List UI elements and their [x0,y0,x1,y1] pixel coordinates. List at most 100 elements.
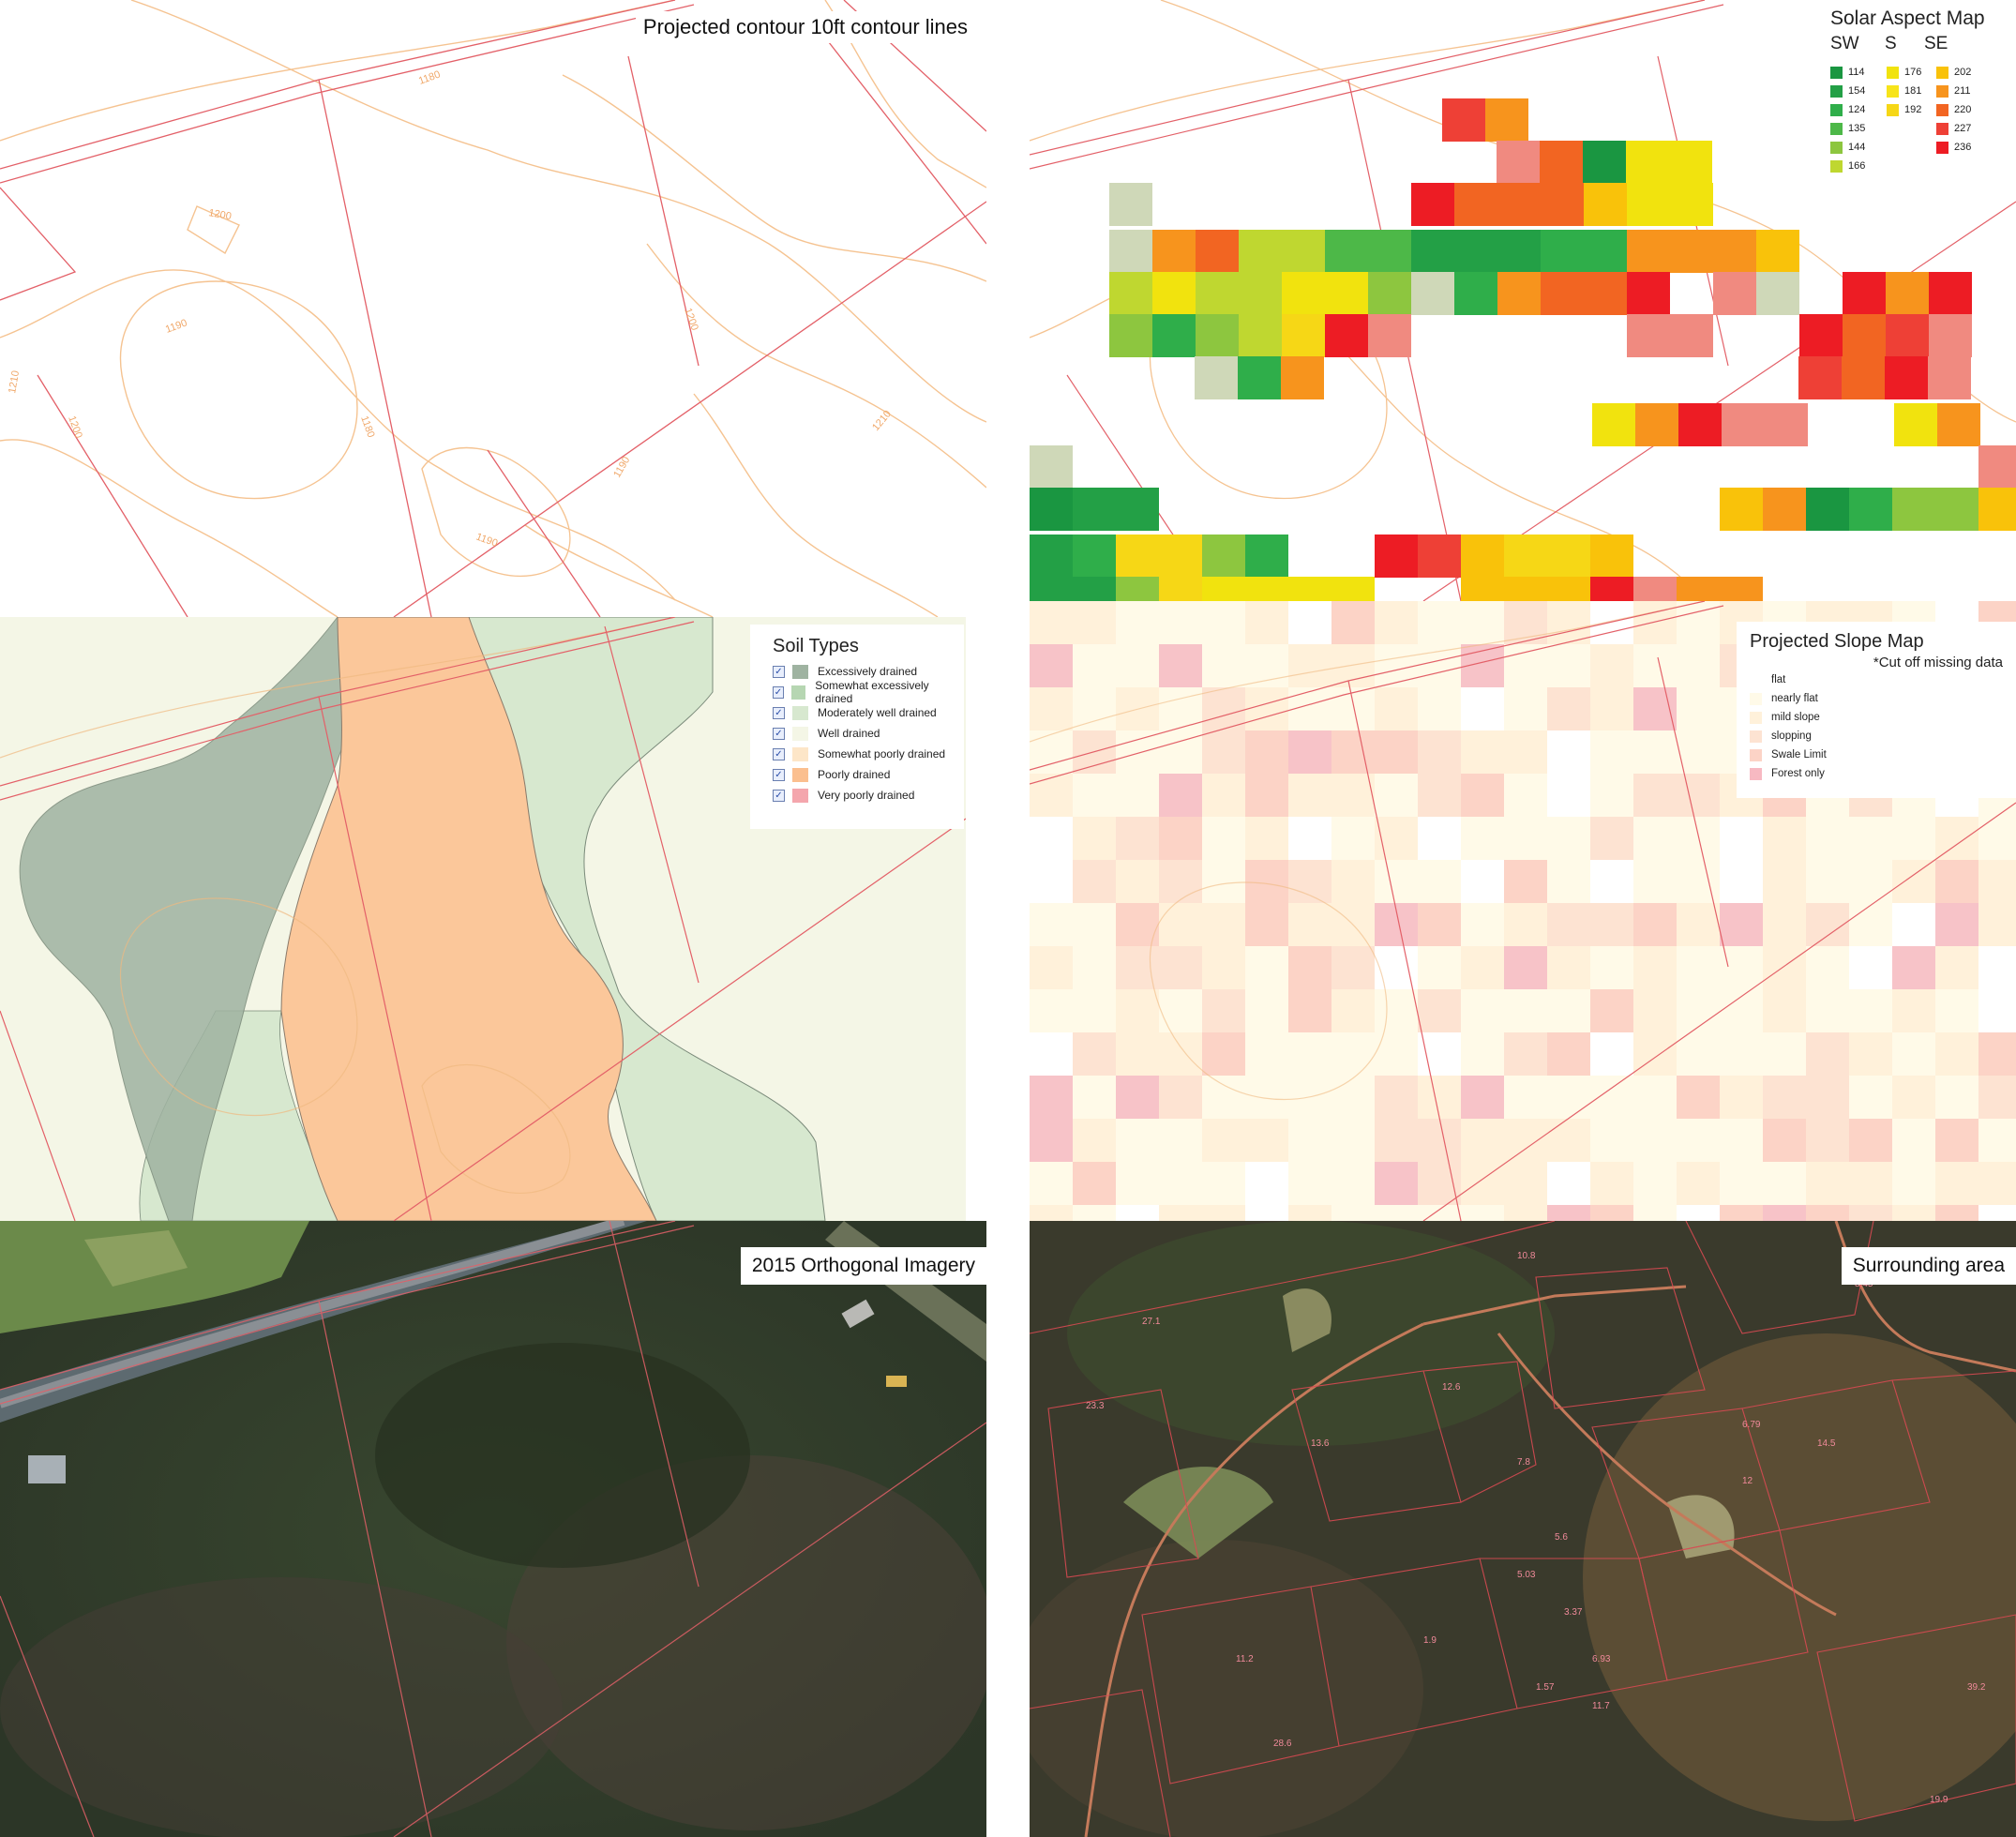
aspect-cell [1368,272,1411,315]
slope-cell [1461,1205,1504,1221]
slope-cell [1978,1076,2016,1119]
slope-cell [1116,1032,1159,1076]
aspect-cell [1806,488,1849,531]
checkbox[interactable]: ✓ [773,727,785,740]
slope-cell [1935,1119,1978,1162]
soil-legend-item: ✓ Well drained [773,723,955,744]
slope-cell [1245,1205,1288,1221]
slope-cell [1590,1032,1633,1076]
slope-cell [1202,687,1245,730]
slope-cell [1245,774,1288,817]
parcel-area-label: 28.6 [1273,1739,1292,1749]
slope-cell [1375,687,1418,730]
aspect-cell [1627,230,1670,273]
aspect-value: 181 [1904,85,1922,97]
parcel-area-label: 6.79 [1742,1420,1761,1430]
surrounding-panel: 27.1 13.6 12.6 7.8 6.79 12 5.6 5.03 1.9 3.37 6.93 1… [1030,1221,2016,1837]
aspect-value: 176 [1904,67,1922,78]
aspect-cell [1411,230,1454,273]
parcel-area-label: 27.1 [1142,1317,1161,1327]
slope-cell [1720,1162,1763,1205]
surrounding-parcel-lines [1030,1221,2016,1837]
slope-cell [1288,1032,1331,1076]
slope-cell [1245,1076,1288,1119]
slope-cell [1159,1162,1202,1205]
soil-zone-poorly [280,617,657,1221]
checkbox[interactable]: ✓ [773,789,785,802]
soil-swatch [792,746,808,761]
slope-cell [1806,1076,1849,1119]
soil-swatch [792,767,808,782]
aspect-legend-item: 236 [1936,138,1971,157]
aspect-legend-item: 154 [1830,82,1865,100]
checkbox[interactable]: ✓ [773,685,784,699]
slope-cell [1547,1119,1590,1162]
slope-cell [1116,1205,1159,1221]
aspect-legend-item: 176 [1887,63,1921,82]
slope-cell [1590,644,1633,687]
aspect-legend-item: 166 [1830,157,1865,175]
slope-cell [1331,1032,1375,1076]
soil-parcel-lines [0,617,966,1221]
slope-cell [1030,1205,1073,1221]
slope-cell [1849,946,1892,989]
slope-cell [1331,1076,1375,1119]
slope-cell [1202,1076,1245,1119]
checkbox[interactable]: ✓ [773,706,785,719]
slope-cell [1159,946,1202,989]
aspect-col-se: SE [1924,34,1948,53]
aspect-cell [1245,535,1288,578]
aspect-cell [1756,272,1799,315]
slope-cell [1633,989,1677,1032]
slope-cell [1116,730,1159,774]
contour-label: 1200 [207,207,232,222]
slope-cell [1763,946,1806,989]
slope-cell [1245,730,1288,774]
aspect-cell [1485,98,1528,142]
slope-legend-item: Forest only [1750,764,2003,783]
slope-cell [1677,687,1720,730]
slope-swatch [1750,673,1762,686]
checkbox[interactable]: ✓ [773,665,785,678]
slope-cell [1547,817,1590,860]
slope-cell [1590,903,1633,946]
parcel-lines [0,0,986,617]
slope-cell [1547,1205,1590,1221]
slope-cell [1763,1119,1806,1162]
slope-cell [1633,1119,1677,1162]
aspect-cell [1547,577,1590,601]
aspect-cell [1461,535,1504,578]
slope-cell [1720,860,1763,903]
slope-cell [1806,903,1849,946]
slope-cell [1073,644,1116,687]
slope-cell [1202,1162,1245,1205]
aspect-cell [1885,356,1928,399]
aspect-cell [1202,577,1245,601]
aspect-legend-item: 202 [1936,63,1971,82]
slope-cell [1935,1162,1978,1205]
aspect-legend-title: Solar Aspect Map [1830,8,1985,29]
slope-cell [1418,730,1461,774]
slope-swatch [1750,692,1762,705]
parcel-area-label: 3.37 [1564,1607,1583,1618]
slope-cell [1073,687,1116,730]
slope-label: mild slope [1771,712,1820,723]
checkbox[interactable]: ✓ [773,768,785,781]
slope-cell [1633,1162,1677,1205]
slope-cell [1633,774,1677,817]
slope-cell [1159,601,1202,644]
slope-cell [1202,1119,1245,1162]
aerial-imagery [0,1221,986,1837]
slope-cell [1331,989,1375,1032]
slope-cell [1418,817,1461,860]
slope-cell [1202,601,1245,644]
soil-swatch [792,726,808,741]
aspect-legend-item: 227 [1936,119,1971,138]
slope-cell [1418,1032,1461,1076]
checkbox[interactable]: ✓ [773,747,785,760]
aspect-cell [1670,314,1713,357]
slope-cell [1677,860,1720,903]
slope-cell [1590,601,1633,644]
slope-cell [1375,730,1418,774]
slope-cell [1331,1119,1375,1162]
